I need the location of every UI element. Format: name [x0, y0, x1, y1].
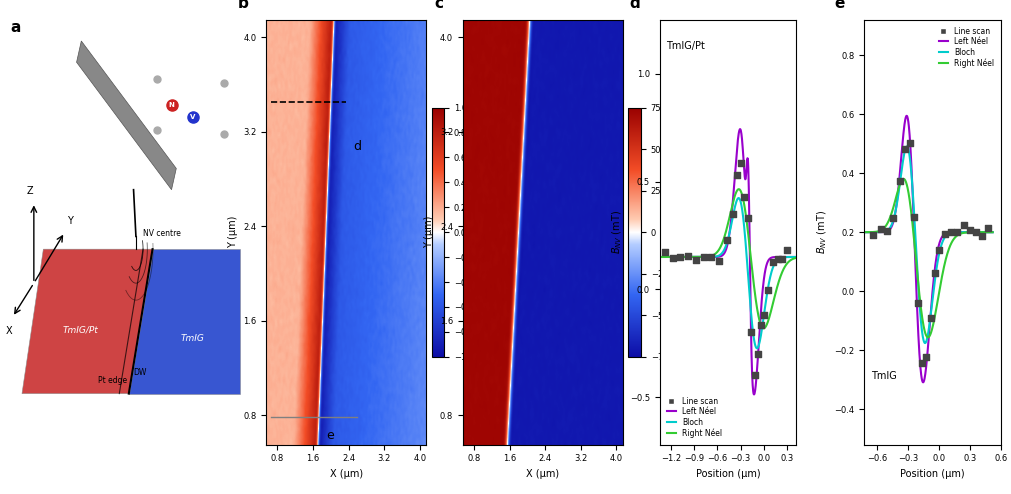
- Point: [902, 139, 918, 147]
- Text: TmIG: TmIG: [871, 371, 897, 381]
- Y-axis label: $B_{NV}$ (mT): $B_{NV}$ (mT): [480, 210, 493, 254]
- Legend: Line scan, Left Néel, Bloch, Right Néel: Line scan, Left Néel, Bloch, Right Néel: [663, 394, 725, 441]
- Text: DW: DW: [133, 368, 147, 376]
- Point: [879, 227, 895, 235]
- Text: b: b: [238, 0, 249, 11]
- Text: e: e: [327, 429, 334, 442]
- Point: [922, 315, 938, 323]
- Point: [864, 231, 881, 239]
- Point: [778, 247, 795, 254]
- Text: V: V: [190, 115, 195, 121]
- Point: [680, 252, 697, 260]
- Text: Y: Y: [67, 216, 73, 226]
- Point: [955, 221, 972, 229]
- Y-axis label: Y (μm): Y (μm): [425, 216, 435, 248]
- Point: [931, 247, 947, 254]
- Point: [752, 321, 768, 329]
- Point: [736, 193, 752, 201]
- Text: e: e: [834, 0, 845, 11]
- Point: [937, 230, 953, 238]
- Point: [696, 253, 712, 261]
- Point: [749, 350, 765, 358]
- Point: [719, 237, 735, 245]
- Legend: Line scan, Left Néel, Bloch, Right Néel: Line scan, Left Néel, Bloch, Right Néel: [935, 24, 997, 71]
- Point: [672, 253, 688, 261]
- Text: X: X: [5, 326, 12, 336]
- X-axis label: Position (μm): Position (μm): [901, 469, 964, 479]
- Point: [711, 257, 727, 265]
- Point: [914, 359, 930, 367]
- Y-axis label: Y (μm): Y (μm): [227, 216, 238, 248]
- Y-axis label: $M_Z t$ ($\mu_B$ nm$^{-2}$): $M_Z t$ ($\mu_B$ nm$^{-2}$): [674, 198, 690, 267]
- Text: NV centre: NV centre: [143, 229, 181, 239]
- Point: [968, 228, 984, 236]
- Point: [918, 353, 934, 361]
- Text: TmIG/Pt: TmIG/Pt: [63, 326, 98, 334]
- Point: [961, 226, 978, 234]
- Polygon shape: [22, 249, 153, 394]
- Point: [910, 299, 926, 307]
- Point: [981, 224, 997, 232]
- Text: d: d: [353, 140, 361, 153]
- Point: [664, 254, 680, 262]
- Point: [746, 371, 762, 379]
- Point: [740, 214, 756, 222]
- Point: [729, 171, 745, 179]
- Text: N: N: [169, 102, 175, 108]
- Text: Pt edge: Pt edge: [98, 376, 127, 385]
- Text: a: a: [10, 20, 20, 35]
- Point: [704, 253, 720, 261]
- Point: [943, 228, 959, 236]
- Point: [906, 213, 922, 221]
- Point: [765, 258, 782, 266]
- Text: d: d: [630, 0, 640, 11]
- Point: [897, 145, 913, 153]
- Point: [769, 255, 786, 263]
- Y-axis label: $B_{NV}$ (mT): $B_{NV}$ (mT): [611, 210, 624, 254]
- Point: [743, 328, 759, 336]
- Point: [892, 177, 908, 185]
- X-axis label: X (μm): X (μm): [330, 469, 363, 479]
- Y-axis label: $B_{NV}$ (mT): $B_{NV}$ (mT): [816, 210, 829, 254]
- Point: [760, 286, 776, 294]
- Text: c: c: [434, 0, 443, 11]
- Point: [774, 255, 791, 263]
- Point: [733, 159, 749, 166]
- X-axis label: X (μm): X (μm): [527, 469, 560, 479]
- Point: [949, 228, 966, 236]
- Polygon shape: [128, 249, 241, 394]
- Polygon shape: [77, 41, 176, 190]
- Point: [886, 214, 902, 222]
- Point: [657, 247, 673, 255]
- Point: [755, 311, 771, 319]
- Point: [687, 255, 704, 263]
- Point: [927, 269, 943, 277]
- Point: [725, 210, 741, 218]
- Point: [975, 232, 991, 240]
- Point: [872, 225, 889, 233]
- Text: Z: Z: [26, 186, 33, 196]
- X-axis label: Position (μm): Position (μm): [696, 469, 760, 479]
- Text: TmIG/Pt: TmIG/Pt: [666, 41, 706, 51]
- Text: TmIG: TmIG: [181, 334, 205, 343]
